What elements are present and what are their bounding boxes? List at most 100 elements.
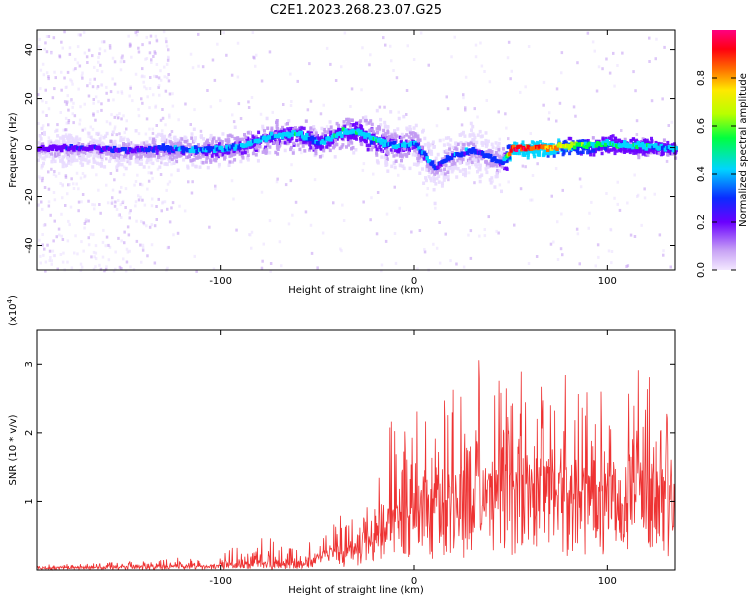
noise-mark: [85, 55, 89, 59]
spread-mark: [416, 134, 420, 138]
spread-mark: [370, 128, 374, 132]
noise-mark: [47, 154, 50, 158]
spread-mark: [144, 154, 148, 158]
noise-mark: [80, 74, 84, 78]
spread-mark: [424, 176, 427, 180]
noise-mark: [123, 165, 126, 169]
spread-mark: [239, 159, 243, 164]
spread-mark: [163, 156, 167, 160]
noise-mark: [349, 105, 352, 108]
spread-mark: [193, 139, 197, 143]
noise-mark: [368, 63, 371, 67]
noise-mark: [309, 223, 313, 227]
noise-mark: [41, 176, 44, 180]
spread-mark: [629, 139, 633, 143]
spread-mark: [402, 166, 406, 171]
noise-mark: [134, 180, 138, 183]
noise-mark: [665, 159, 669, 163]
spread-mark: [585, 140, 589, 144]
spread-mark: [385, 150, 389, 155]
noise-mark: [643, 187, 646, 191]
spread-mark: [72, 155, 76, 159]
spread-mark: [423, 143, 427, 147]
spread-mark: [105, 152, 109, 156]
spread-mark: [42, 156, 46, 160]
noise-mark: [41, 99, 44, 103]
spread-mark: [384, 131, 388, 136]
noise-mark: [529, 132, 532, 135]
spread-mark: [246, 149, 250, 154]
spread-mark: [575, 146, 579, 150]
spread-mark: [473, 135, 477, 140]
spread-mark: [484, 144, 488, 149]
noise-mark: [171, 92, 174, 96]
spread-mark: [65, 150, 69, 155]
spread-mark: [188, 154, 191, 159]
ridge-mark: [415, 143, 420, 148]
noise-mark: [578, 262, 581, 266]
noise-mark: [67, 121, 70, 125]
ridge-mark: [605, 139, 609, 143]
spread-mark: [131, 143, 135, 147]
snr-scale-label: (x104): [6, 295, 19, 326]
noise-mark: [290, 163, 293, 167]
noise-mark: [108, 245, 112, 249]
spread-mark: [416, 136, 420, 141]
noise-mark: [77, 187, 80, 191]
noise-mark: [469, 256, 473, 260]
spread-mark: [415, 148, 419, 152]
ridge-mark: [322, 140, 327, 145]
noise-mark: [69, 205, 73, 209]
noise-mark: [69, 78, 72, 82]
ridge-mark: [555, 147, 559, 151]
spread-mark: [227, 139, 231, 144]
noise-mark: [146, 254, 149, 258]
spread-mark: [192, 158, 196, 162]
spread-mark: [149, 157, 153, 162]
spread-mark: [476, 159, 480, 163]
spread-mark: [557, 146, 561, 150]
noise-mark: [321, 231, 325, 235]
spread-mark: [173, 135, 177, 140]
noise-mark: [41, 124, 45, 128]
noise-mark: [137, 132, 141, 136]
noise-mark: [94, 95, 98, 99]
spread-mark: [411, 153, 415, 157]
spread-mark: [635, 149, 639, 153]
noise-mark: [107, 243, 110, 247]
noise-mark: [445, 95, 448, 99]
noise-mark: [519, 187, 523, 191]
spread-mark: [357, 123, 361, 127]
spread-mark: [421, 167, 424, 171]
spread-mark: [454, 146, 458, 150]
spread-mark: [672, 142, 676, 146]
spread-mark: [178, 151, 181, 156]
spread-mark: [372, 141, 376, 146]
noise-mark: [83, 222, 87, 225]
spread-mark: [337, 134, 341, 139]
noise-mark: [616, 202, 619, 206]
spread-mark: [215, 152, 219, 157]
spread-mark: [386, 169, 390, 173]
spread-mark: [453, 162, 457, 166]
noise-mark: [122, 257, 125, 261]
spread-mark: [41, 142, 45, 146]
noise-mark: [261, 259, 264, 263]
noise-mark: [271, 110, 274, 114]
noise-mark: [395, 76, 399, 80]
spread-mark: [428, 170, 431, 174]
spread-mark: [298, 138, 302, 142]
noise-mark: [157, 197, 160, 201]
spread-mark: [586, 150, 590, 155]
spread-mark: [51, 157, 55, 161]
noise-mark: [140, 260, 143, 264]
noise-mark: [601, 67, 604, 71]
spread-mark: [446, 151, 450, 156]
spread-mark: [433, 201, 437, 206]
noise-mark: [67, 159, 71, 163]
spread-mark: [437, 180, 441, 184]
spread-mark: [463, 134, 467, 138]
ridge-mark: [50, 146, 54, 151]
noise-mark: [92, 267, 96, 271]
spread-mark: [495, 164, 499, 168]
